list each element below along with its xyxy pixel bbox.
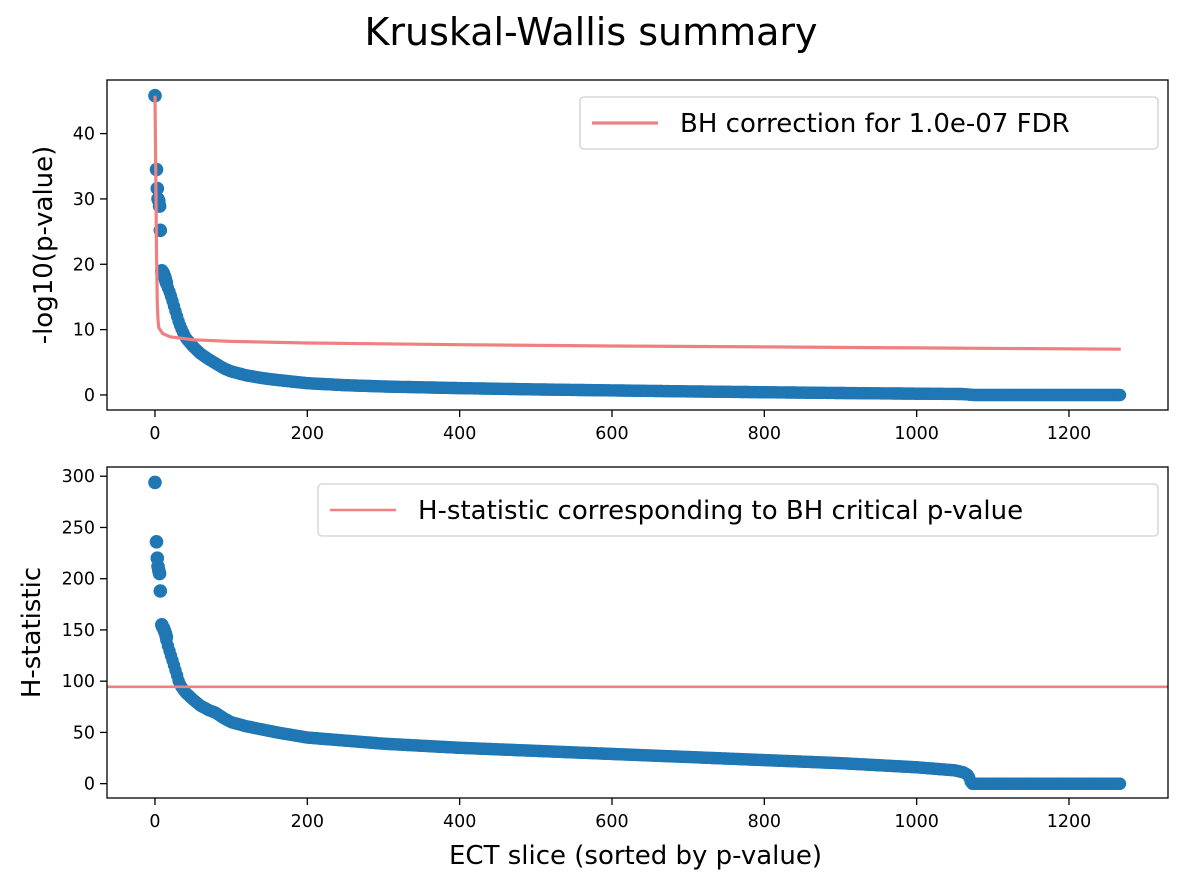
x-tick-label: 1200	[1047, 812, 1092, 832]
top-subplot: 0 200 400 600 800 1000 1200 0 10 20 30 40 -log10(p-v…	[29, 79, 1169, 444]
bh-correction-line	[153, 95, 1121, 351]
x-tick-label: 600	[595, 424, 628, 444]
data-point	[149, 535, 164, 549]
bottom-subplot: 0 200 400 600 800 1000 1200 0 50 100 150 200 250 300 H…	[17, 466, 1169, 871]
axes-frame	[106, 79, 1169, 411]
data-point	[1113, 388, 1127, 402]
y-tick-label: 20	[73, 255, 95, 275]
x-tick-label: 0	[149, 812, 160, 832]
legend-box	[317, 483, 1159, 537]
y-tick-label: 0	[84, 386, 95, 406]
y-tick-label: 40	[73, 125, 95, 145]
axes-frame	[106, 466, 1169, 799]
y-axis-label: -log10(p-value)	[29, 146, 59, 345]
y-tick-label: 10	[73, 321, 95, 341]
x-tick-label: 400	[443, 424, 476, 444]
x-tick-label: 800	[748, 424, 781, 444]
figure-title: Kruskal-Wallis summary	[364, 10, 818, 54]
y-tick-label: 100	[62, 672, 95, 692]
y-tick-label: 150	[62, 621, 95, 641]
data-point	[159, 275, 174, 290]
x-tick-label: 0	[149, 424, 160, 444]
data-point	[1113, 777, 1127, 790]
x-tick-label: 1000	[894, 812, 939, 832]
legend-label: BH correction for 1.0e-07 FDR	[680, 109, 1070, 139]
x-tick-label: 400	[443, 812, 476, 832]
legend: H-statistic corresponding to BH critical…	[317, 483, 1159, 537]
legend: BH correction for 1.0e-07 FDR	[579, 96, 1159, 150]
y-tick-label: 300	[62, 467, 95, 487]
x-tick-label: 200	[291, 812, 324, 832]
data-point	[159, 630, 174, 644]
y-tick-label: 250	[62, 518, 95, 538]
data-point	[152, 566, 167, 581]
scatter-series	[148, 475, 1127, 790]
x-axis-label: ECT slice (sorted by p-value)	[449, 841, 822, 871]
legend-box	[579, 96, 1159, 150]
data-point	[153, 584, 168, 598]
y-tick-label: 30	[73, 190, 95, 210]
x-tick-label: 800	[748, 812, 781, 832]
plot-area	[107, 475, 1168, 790]
x-tick-label: 600	[595, 812, 628, 832]
y-tick-label: 50	[73, 723, 95, 743]
y-axis-label: H-statistic	[17, 567, 47, 698]
x-tick-label: 1200	[1047, 424, 1092, 444]
x-tick-label: 1000	[894, 424, 939, 444]
plot-area	[148, 88, 1127, 402]
y-tick-label: 200	[62, 570, 95, 590]
x-tick-label: 200	[291, 424, 324, 444]
scatter-series	[148, 88, 1127, 402]
legend-label: H-statistic corresponding to BH critical…	[418, 496, 1023, 526]
data-point	[148, 475, 162, 490]
y-tick-label: 0	[84, 775, 95, 795]
